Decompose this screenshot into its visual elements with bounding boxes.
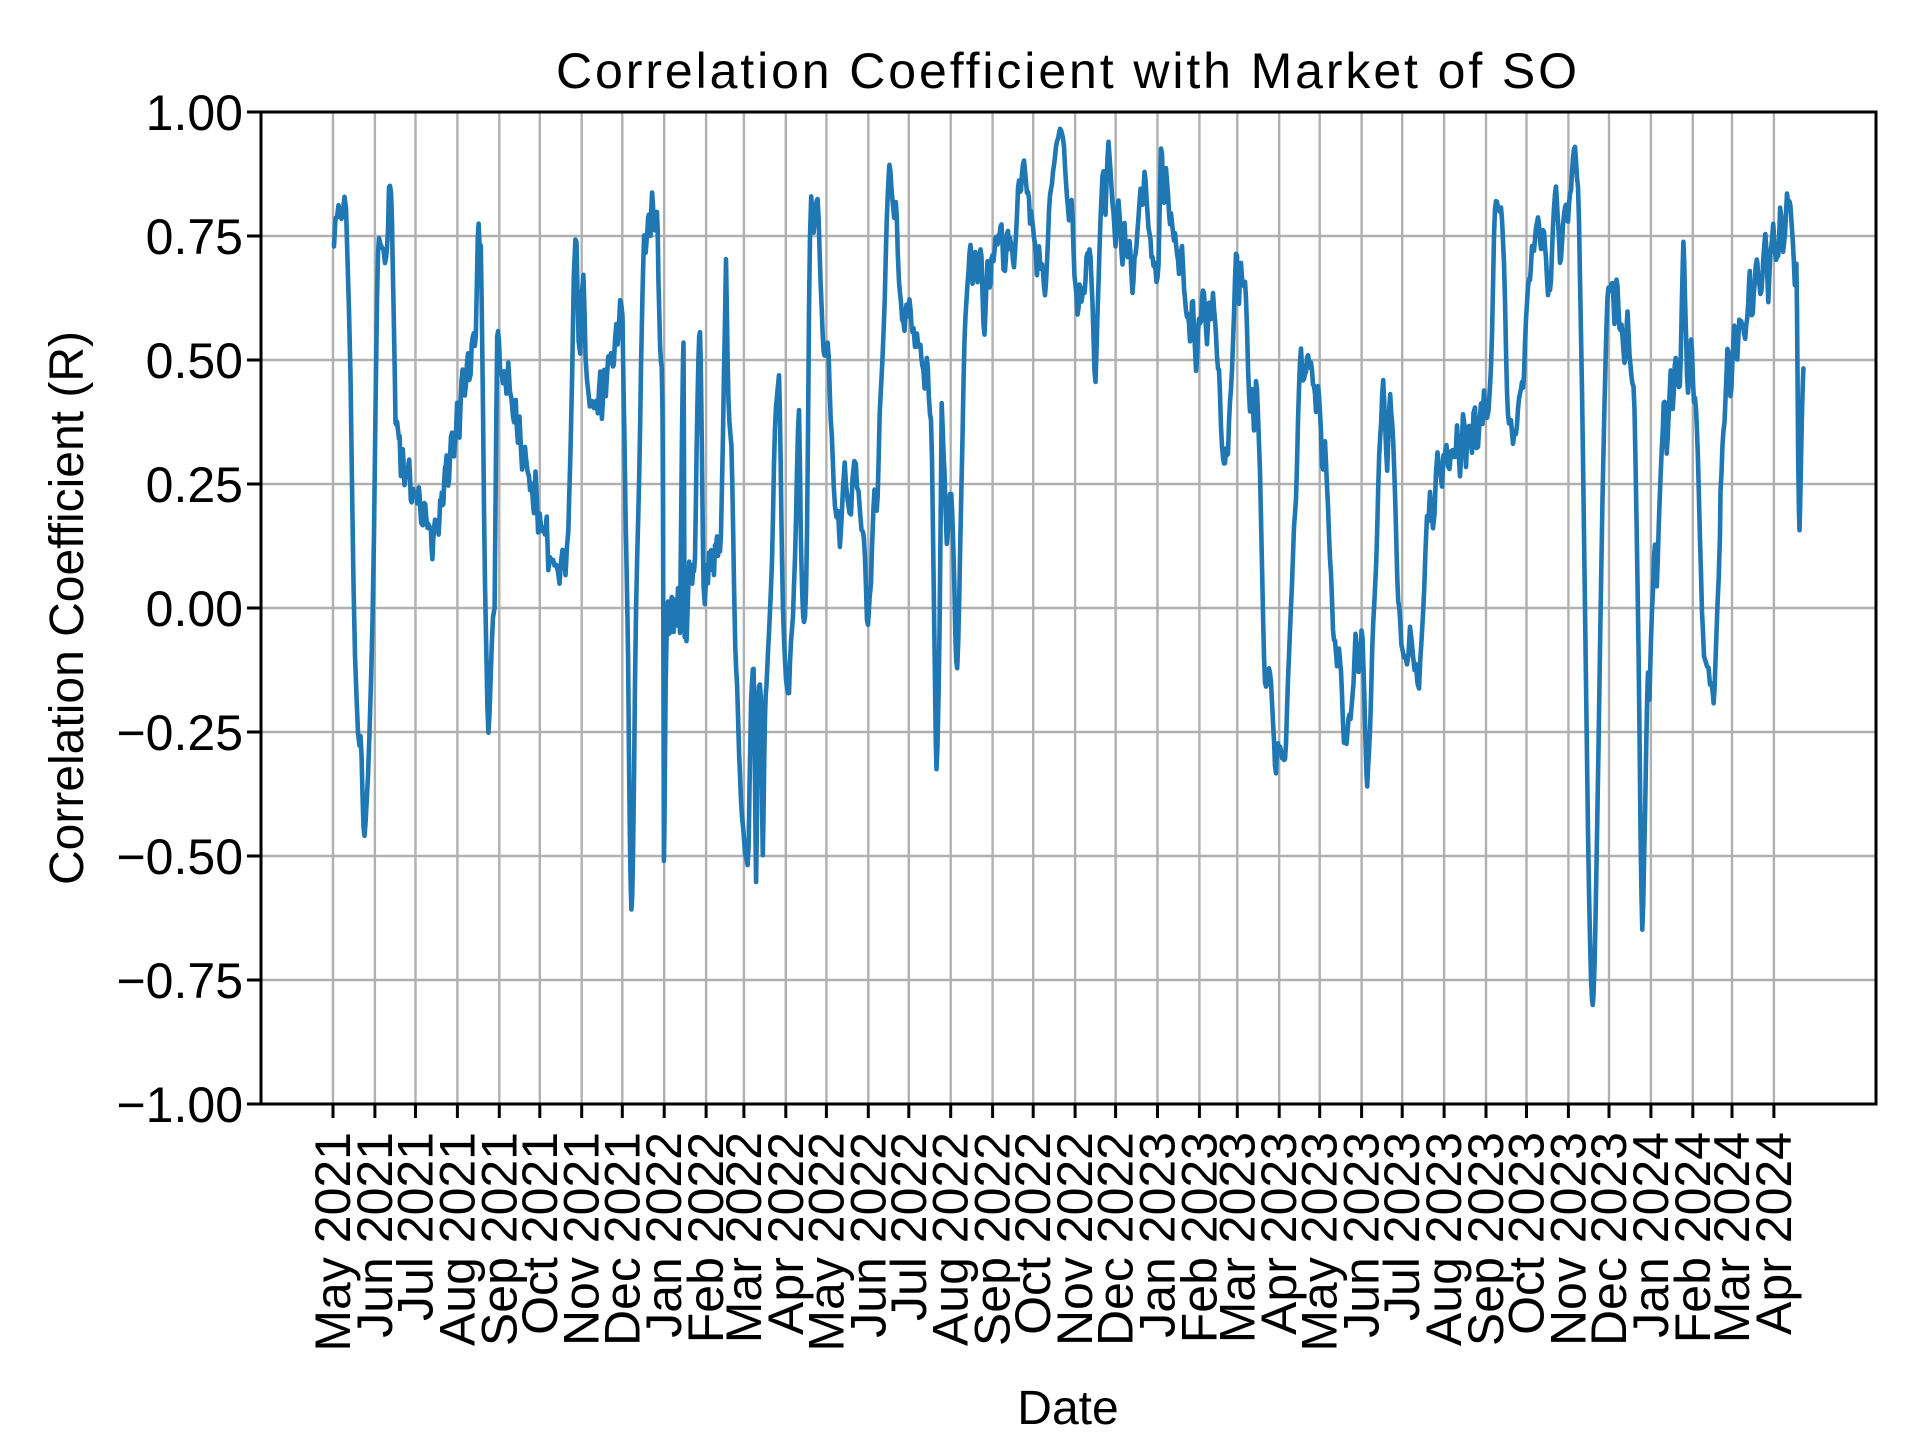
svg-text:Dec 2022: Dec 2022 (1088, 1132, 1144, 1346)
svg-text:May 2023: May 2023 (1292, 1132, 1348, 1352)
svg-text:Feb 2023: Feb 2023 (1171, 1132, 1227, 1343)
svg-text:Mar 2023: Mar 2023 (1209, 1132, 1265, 1343)
svg-text:Correlation Coefficient (R): Correlation Coefficient (R) (41, 331, 94, 885)
svg-text:May 2021: May 2021 (305, 1132, 361, 1352)
svg-text:Aug 2021: Aug 2021 (429, 1132, 485, 1346)
svg-text:0.00: 0.00 (146, 581, 243, 637)
svg-text:Oct 2021: Oct 2021 (512, 1132, 568, 1335)
svg-text:Dec 2021: Dec 2021 (594, 1132, 650, 1346)
svg-text:−1.00: −1.00 (116, 1077, 243, 1133)
svg-text:Jun 2021: Jun 2021 (347, 1132, 403, 1338)
svg-text:Dec 2023: Dec 2023 (1581, 1132, 1637, 1346)
svg-text:Feb 2022: Feb 2022 (678, 1132, 734, 1343)
svg-text:Jan 2023: Jan 2023 (1130, 1132, 1186, 1338)
svg-text:Oct 2023: Oct 2023 (1499, 1132, 1555, 1335)
svg-text:Nov 2023: Nov 2023 (1540, 1132, 1596, 1346)
svg-text:Jan 2022: Jan 2022 (636, 1132, 692, 1338)
svg-text:Jun 2022: Jun 2022 (840, 1132, 896, 1338)
svg-text:0.25: 0.25 (146, 457, 243, 513)
svg-text:Jun 2023: Jun 2023 (1334, 1132, 1390, 1338)
svg-text:Date: Date (1017, 1382, 1118, 1435)
svg-text:0.75: 0.75 (146, 209, 243, 265)
svg-text:Feb 2024: Feb 2024 (1665, 1132, 1721, 1343)
svg-text:−0.25: −0.25 (116, 705, 243, 761)
svg-text:−0.50: −0.50 (116, 829, 243, 885)
svg-text:Sep 2021: Sep 2021 (471, 1132, 527, 1346)
svg-text:1.00: 1.00 (146, 85, 243, 141)
svg-text:Jan 2024: Jan 2024 (1623, 1132, 1679, 1338)
svg-text:Apr 2023: Apr 2023 (1251, 1132, 1307, 1335)
svg-text:Correlation Coefficient with M: Correlation Coefficient with Market of S… (556, 43, 1580, 99)
svg-text:May 2022: May 2022 (798, 1132, 854, 1352)
svg-text:Sep 2023: Sep 2023 (1458, 1132, 1514, 1346)
svg-text:Apr 2022: Apr 2022 (758, 1132, 814, 1335)
svg-text:Jul 2023: Jul 2023 (1374, 1132, 1430, 1321)
svg-text:Jul 2021: Jul 2021 (388, 1132, 444, 1321)
svg-text:Aug 2022: Aug 2022 (923, 1132, 979, 1346)
svg-text:Nov 2022: Nov 2022 (1047, 1132, 1103, 1346)
svg-text:Oct 2022: Oct 2022 (1005, 1132, 1061, 1335)
svg-text:Apr 2024: Apr 2024 (1746, 1132, 1802, 1335)
svg-text:Mar 2024: Mar 2024 (1704, 1132, 1760, 1343)
svg-text:Jul 2022: Jul 2022 (881, 1132, 937, 1321)
svg-text:−0.75: −0.75 (116, 953, 243, 1009)
svg-text:Aug 2023: Aug 2023 (1416, 1132, 1472, 1346)
svg-text:Nov 2021: Nov 2021 (554, 1132, 610, 1346)
svg-text:Sep 2022: Sep 2022 (965, 1132, 1021, 1346)
svg-text:0.50: 0.50 (146, 333, 243, 389)
svg-text:Mar 2022: Mar 2022 (716, 1132, 772, 1343)
